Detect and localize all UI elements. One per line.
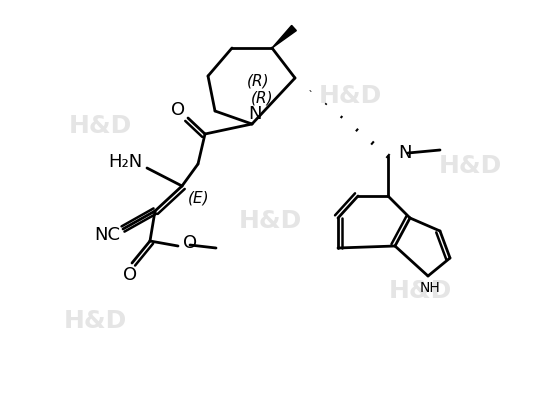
- Text: H&D: H&D: [69, 114, 132, 138]
- Text: H&D: H&D: [239, 209, 302, 233]
- Text: O: O: [183, 234, 197, 252]
- Text: NC: NC: [94, 226, 120, 244]
- Text: NH: NH: [420, 281, 441, 295]
- Text: (R): (R): [247, 74, 269, 88]
- Text: H&D: H&D: [389, 279, 452, 303]
- Text: O: O: [171, 101, 185, 119]
- Text: (E): (E): [188, 190, 210, 206]
- Text: H₂N: H₂N: [108, 153, 142, 171]
- Text: H&D: H&D: [318, 84, 382, 108]
- Text: O: O: [123, 266, 137, 284]
- Text: H&D: H&D: [63, 309, 126, 333]
- Text: N: N: [248, 105, 262, 123]
- Text: (R): (R): [251, 91, 273, 105]
- Text: N: N: [398, 144, 412, 162]
- Polygon shape: [272, 25, 296, 48]
- Text: H&D: H&D: [438, 154, 502, 178]
